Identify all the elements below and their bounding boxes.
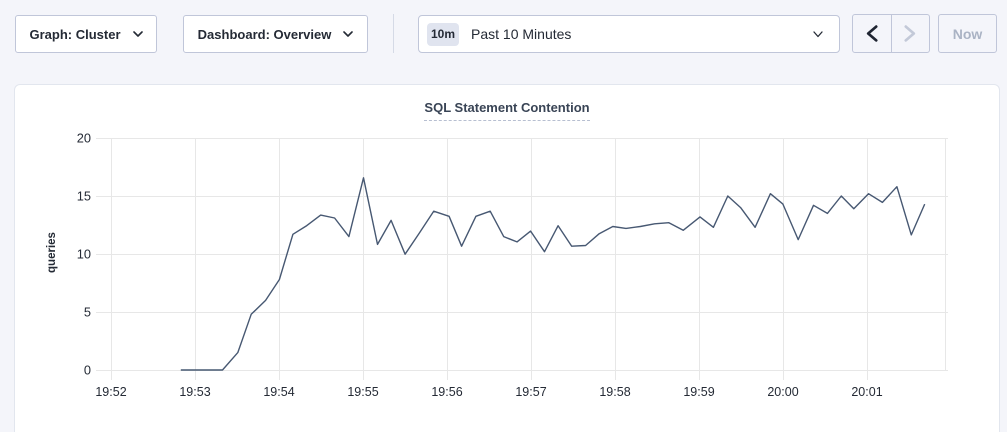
svg-text:19:54: 19:54 [263,385,294,399]
svg-text:19:55: 19:55 [347,385,378,399]
svg-text:10: 10 [77,247,91,262]
svg-text:20:00: 20:00 [767,385,798,399]
svg-text:queries: queries [46,232,58,273]
svg-text:15: 15 [77,189,91,204]
svg-text:20:01: 20:01 [851,385,882,399]
svg-text:5: 5 [84,305,91,320]
svg-text:19:59: 19:59 [683,385,714,399]
svg-text:20: 20 [77,131,91,146]
svg-text:19:52: 19:52 [95,385,126,399]
svg-text:19:57: 19:57 [515,385,546,399]
svg-text:19:53: 19:53 [179,385,210,399]
svg-text:0: 0 [84,363,91,378]
svg-text:19:56: 19:56 [431,385,462,399]
svg-text:19:58: 19:58 [599,385,630,399]
